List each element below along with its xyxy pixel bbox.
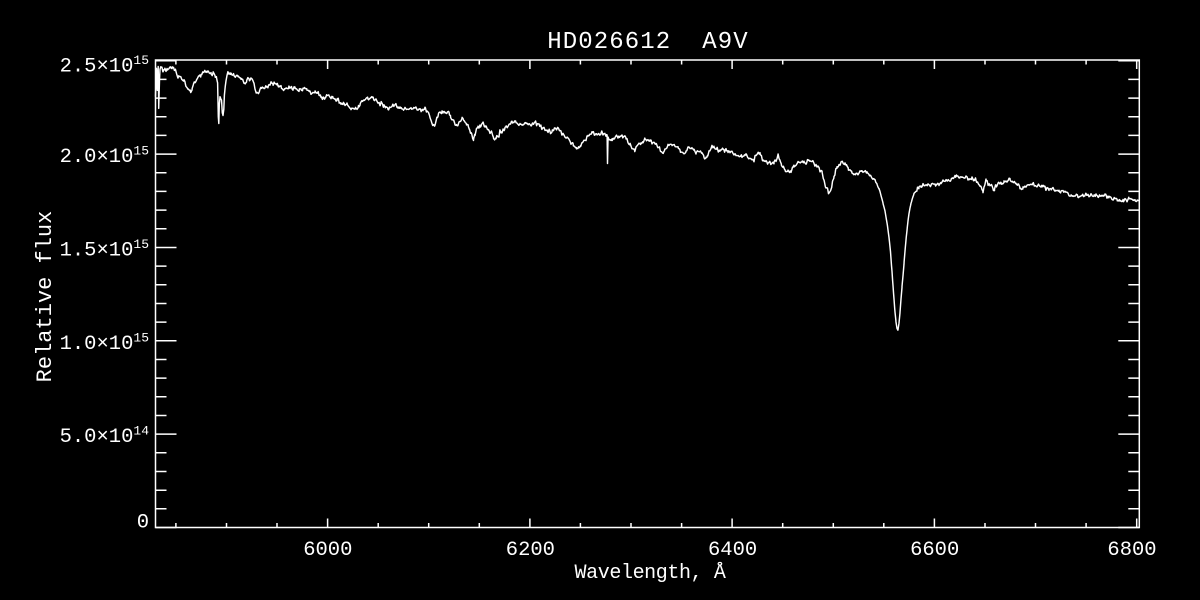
svg-text:Relative flux: Relative flux bbox=[33, 211, 58, 383]
svg-text:6200: 6200 bbox=[506, 539, 555, 562]
svg-text:6000: 6000 bbox=[303, 539, 352, 562]
svg-text:Wavelength, Å: Wavelength, Å bbox=[574, 562, 725, 585]
svg-text:6400: 6400 bbox=[708, 539, 757, 562]
svg-text:HD026612 A9V: HD026612 A9V bbox=[547, 29, 749, 56]
svg-text:6600: 6600 bbox=[910, 539, 959, 562]
svg-text:6800: 6800 bbox=[1107, 539, 1156, 562]
svg-text:0: 0 bbox=[137, 512, 149, 535]
